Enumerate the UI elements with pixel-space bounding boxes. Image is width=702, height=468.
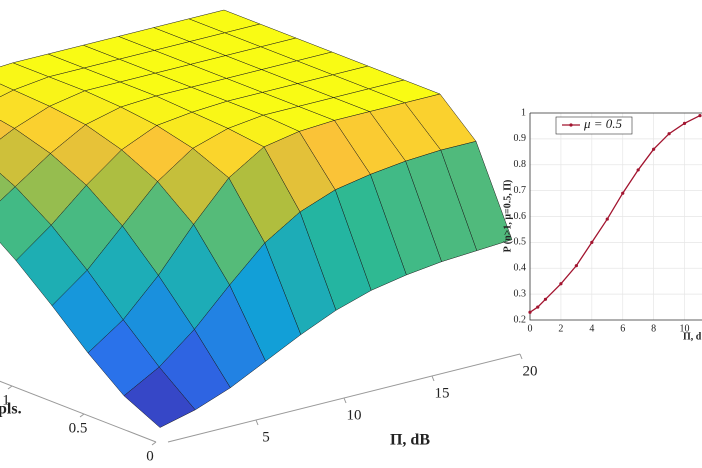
legend-box — [555, 116, 633, 135]
surface-cell — [123, 366, 196, 428]
x-tick-label: 6 — [620, 323, 625, 334]
x-tick-label: 10 — [680, 323, 690, 334]
y-tick-label: 0.5 — [514, 237, 527, 248]
y-tick-label: 0.2 — [514, 314, 527, 325]
y-tick-label: 0.6 — [514, 211, 527, 222]
x-tick-label: 20 — [523, 363, 538, 379]
data-point — [621, 191, 625, 195]
data-point — [667, 132, 671, 136]
data-point — [574, 264, 578, 268]
x-tick — [431, 375, 435, 382]
data-point — [528, 310, 532, 314]
x-tick-label: 10 — [347, 407, 362, 423]
y-axis-title: P (n>1, μ=0.5, Π) — [502, 180, 513, 253]
y-tick-label: 0.8 — [514, 159, 527, 170]
data-point — [698, 113, 702, 118]
x-tick-label: 8 — [651, 323, 656, 334]
y-tick-label: 0.4 — [514, 263, 527, 274]
x-tick — [255, 419, 259, 426]
x-tick — [343, 397, 347, 404]
x-axis-title: Π, dB — [390, 432, 430, 449]
data-point — [636, 168, 640, 172]
data-point — [590, 240, 594, 244]
y-axis-title: pls. — [0, 401, 22, 418]
x-tick — [519, 353, 523, 360]
y-tick — [7, 385, 13, 390]
y-tick — [79, 413, 85, 418]
x-tick-label: 15 — [435, 385, 450, 401]
y-tick-label: 0.9 — [514, 133, 527, 144]
data-point — [652, 147, 656, 151]
data-point — [605, 217, 609, 221]
y-tick-label: 0 — [146, 448, 154, 464]
y-tick-label: 1 — [521, 107, 526, 118]
x-tick-label: 0 — [528, 323, 533, 334]
x-tick-label: 2 — [558, 323, 563, 334]
x-axis-title: Π, d — [683, 331, 702, 342]
x-tick-label: 4 — [589, 323, 594, 334]
data-point — [543, 297, 548, 301]
data-point — [682, 121, 687, 125]
y-tick-label: 0.7 — [514, 185, 527, 196]
y-tick-label: 0.5 — [69, 420, 88, 436]
x-tick-label: 5 — [262, 429, 270, 445]
legend-marker — [569, 123, 573, 127]
legend-label: μ = 0.5 — [583, 116, 623, 131]
data-point — [536, 305, 540, 309]
axes-box — [529, 112, 702, 321]
data-point — [559, 282, 563, 286]
line-plot: 0.20.30.40.50.60.70.80.910 2 4 6 8 10μ = 0.5 — [514, 107, 702, 334]
y-tick — [151, 441, 157, 446]
y-tick-label: 0.3 — [514, 288, 527, 299]
y-tick-label: 1 — [2, 392, 10, 408]
